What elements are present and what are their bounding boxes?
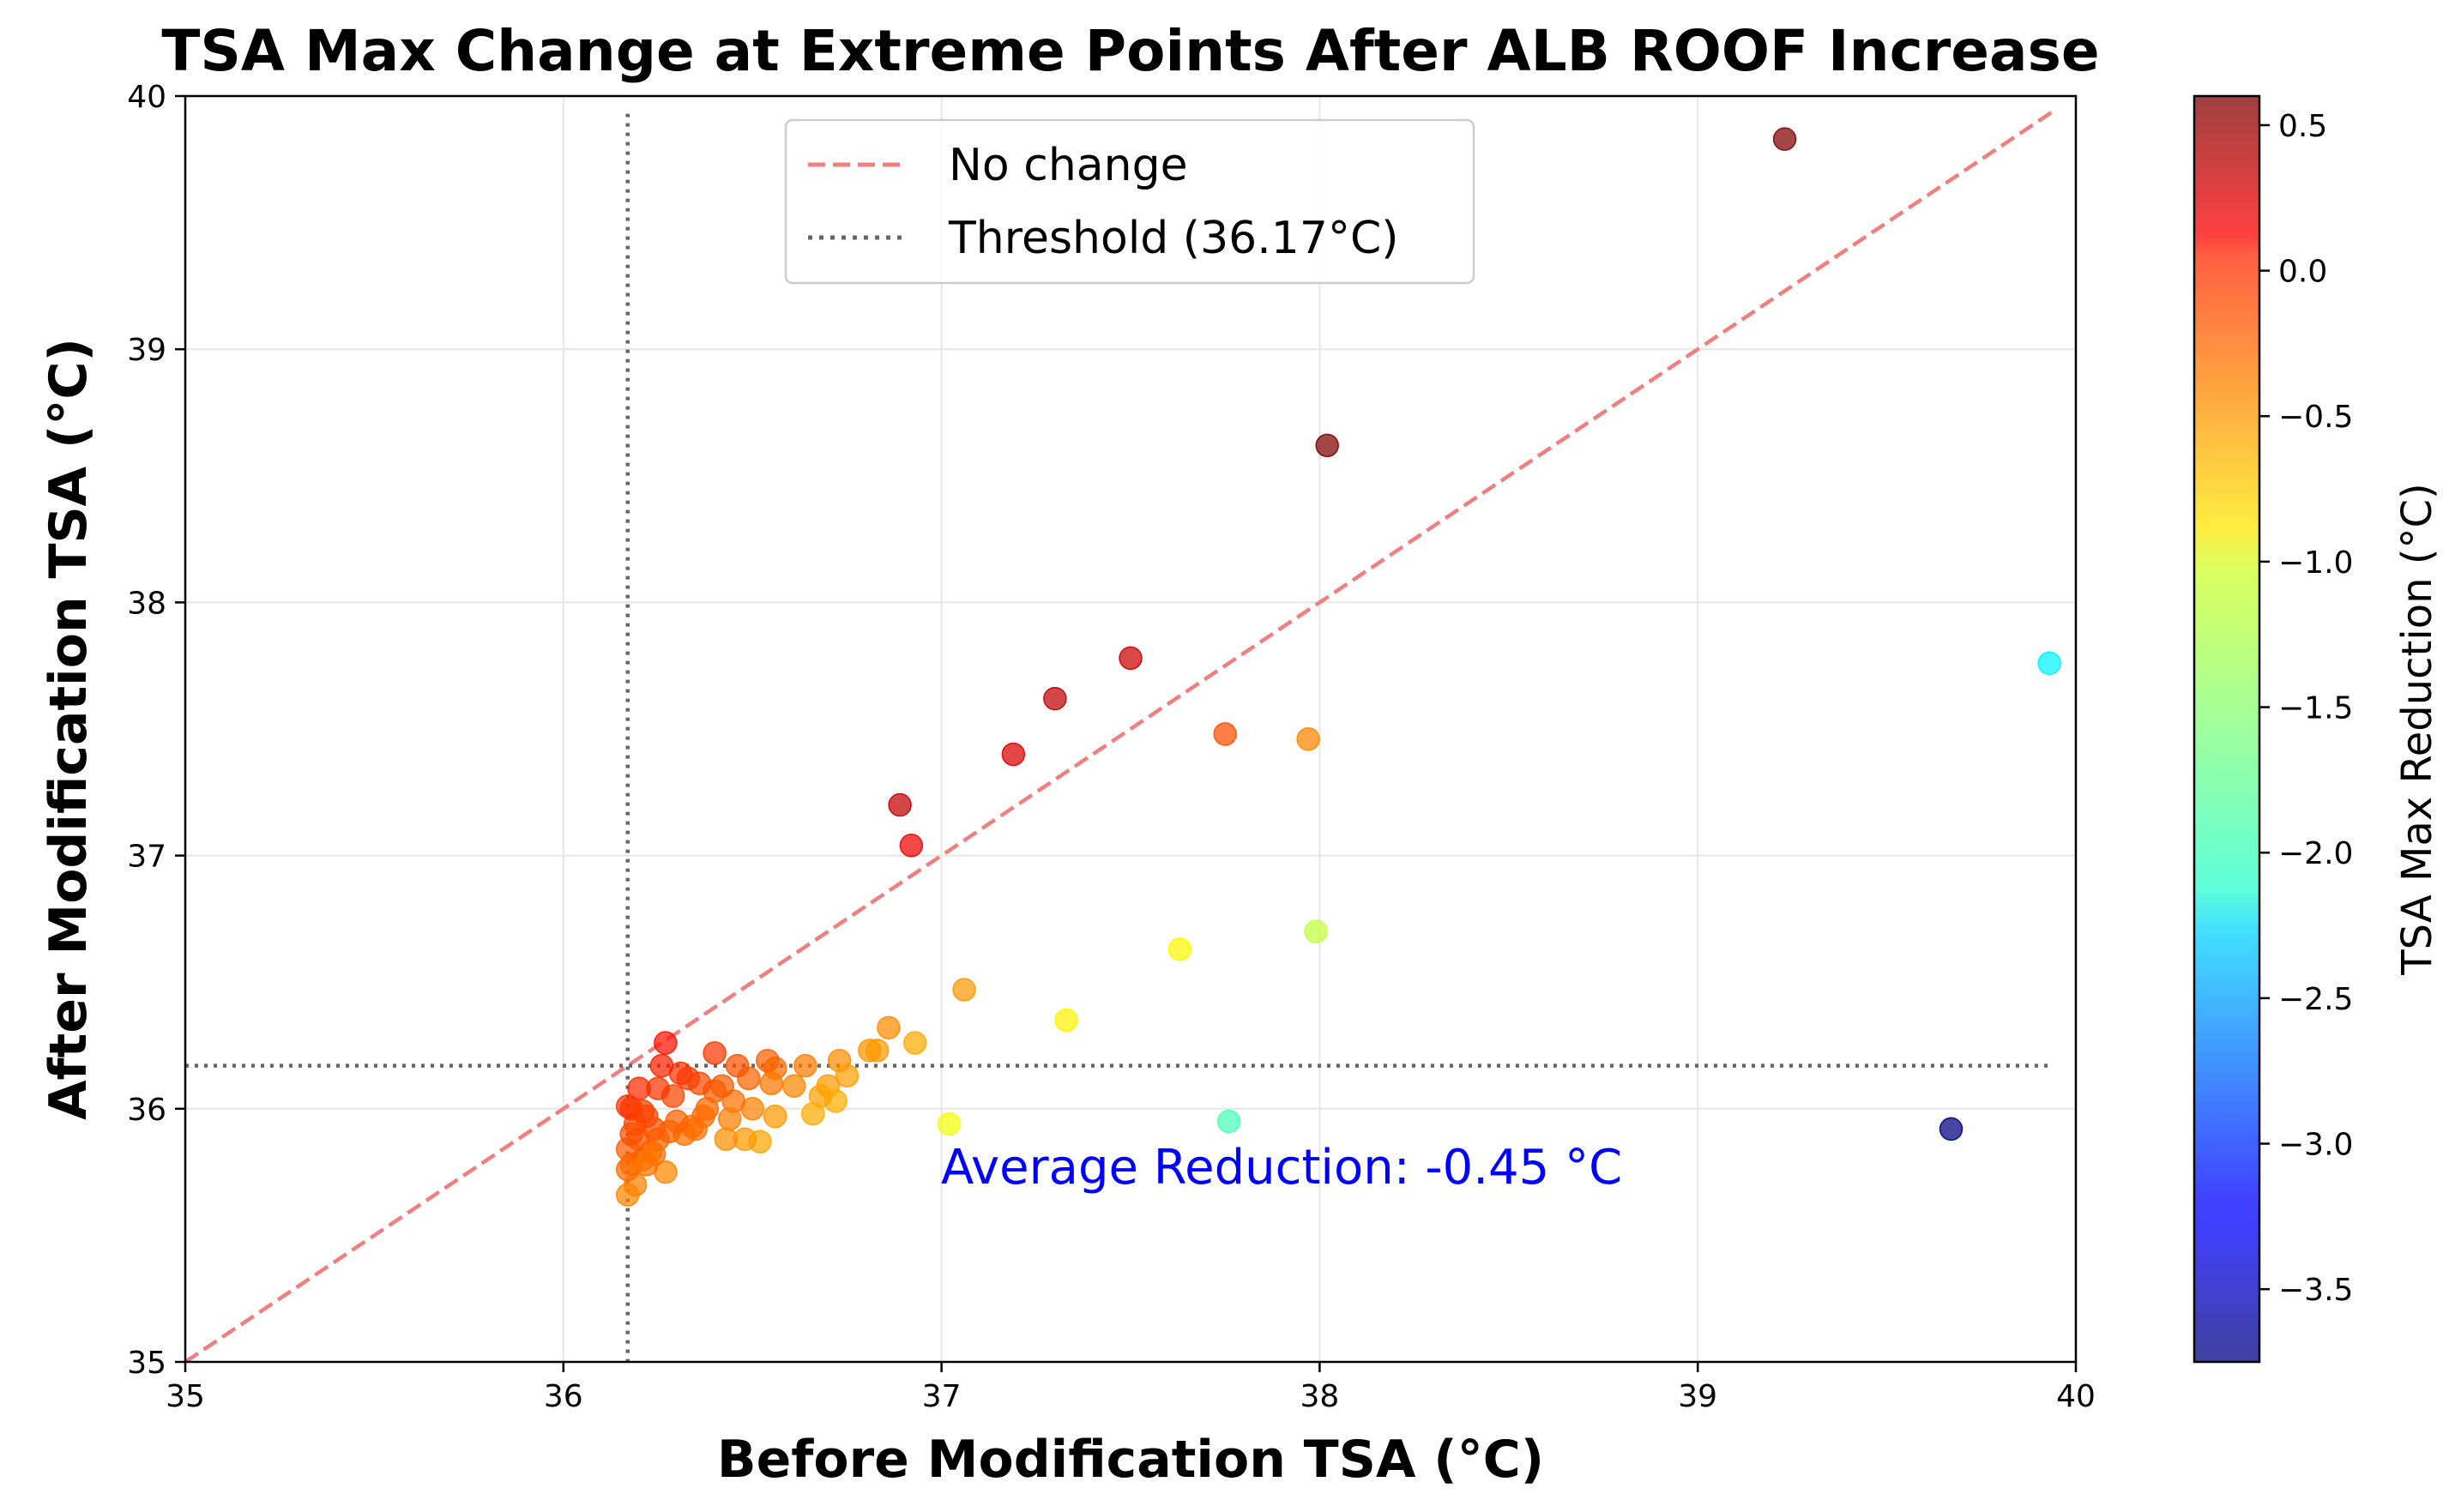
y-tick-label: 38 — [127, 586, 166, 621]
data-point — [835, 1063, 860, 1088]
legend-box — [784, 118, 1475, 285]
data-point — [1043, 686, 1067, 711]
data-point — [781, 1074, 806, 1098]
colorbar-tick-label: −1.5 — [2278, 691, 2353, 726]
data-point — [1167, 937, 1192, 961]
colorbar-tick-label: −2.5 — [2278, 982, 2353, 1017]
data-point — [714, 1127, 739, 1151]
data-point — [2037, 651, 2061, 675]
data-point — [937, 1111, 962, 1136]
data-point — [627, 1076, 651, 1100]
legend: No change Threshold (36.17°C) — [784, 118, 1475, 285]
x-axis-label: Before Modification TSA (°C) — [717, 1430, 1544, 1490]
data-point — [756, 1048, 780, 1073]
legend-threshold-label: Threshold (36.17°C) — [948, 213, 1399, 264]
data-point — [1315, 433, 1339, 458]
y-tick-label: 35 — [127, 1346, 166, 1381]
colorbar-frame — [2193, 94, 2261, 1364]
data-point — [1216, 1109, 1241, 1134]
data-point — [1001, 742, 1026, 767]
legend-no-change-label: No change — [949, 140, 1188, 191]
data-point — [1296, 727, 1320, 751]
data-point — [793, 1053, 817, 1078]
y-tick-label: 40 — [127, 80, 166, 115]
x-tick-label: 35 — [166, 1379, 205, 1414]
data-point — [725, 1053, 750, 1078]
colorbar-ticks: 0.5 0.0 −0.5 −1.0 −1.5 −2.0 −2.5 −3.0 −3.5 — [2259, 109, 2353, 1308]
average-reduction-annotation: Average Reduction: -0.45 °C — [941, 1140, 1622, 1196]
data-point — [619, 1122, 643, 1147]
data-point — [718, 1106, 742, 1131]
x-axis-ticks: 35 36 37 38 39 40 — [166, 1362, 2096, 1414]
data-point — [703, 1041, 727, 1065]
chart-title: TSA Max Change at Extreme Points After A… — [161, 18, 2099, 84]
x-tick-label: 39 — [1678, 1379, 1717, 1414]
data-point — [1304, 919, 1328, 943]
colorbar-tick-label: −3.0 — [2278, 1128, 2353, 1163]
data-point — [654, 1031, 678, 1055]
y-axis-label: After Modification TSA (°C) — [39, 338, 99, 1120]
data-point — [630, 1099, 655, 1123]
x-tick-label: 36 — [544, 1379, 583, 1414]
grid-lines — [184, 95, 2077, 1363]
y-tick-label: 37 — [127, 840, 166, 875]
colorbar-tick-label: −2.0 — [2278, 836, 2353, 871]
data-points — [615, 127, 2061, 1207]
data-point — [759, 1071, 783, 1096]
data-point — [877, 1015, 901, 1040]
colorbar-tick-label: −1.0 — [2278, 545, 2353, 581]
data-point — [888, 792, 912, 817]
x-tick-label: 40 — [2056, 1379, 2096, 1414]
data-point — [1939, 1117, 1963, 1142]
data-point — [615, 1183, 640, 1207]
x-tick-label: 37 — [922, 1379, 962, 1414]
data-point — [1054, 1008, 1078, 1033]
data-point — [800, 1101, 825, 1126]
data-point — [649, 1053, 674, 1078]
data-point — [642, 1142, 667, 1166]
colorbar-tick-label: 0.5 — [2278, 109, 2327, 144]
y-axis-ticks: 35 36 37 38 39 40 — [127, 80, 185, 1381]
data-point — [1119, 646, 1143, 671]
data-point — [952, 978, 976, 1002]
x-tick-label: 38 — [1300, 1379, 1339, 1414]
no-change-line — [185, 109, 2054, 1362]
colorbar-tick-label: 0.0 — [2278, 255, 2327, 290]
colorbar-tick-label: −3.5 — [2278, 1273, 2353, 1308]
colorbar-tick-label: −0.5 — [2278, 400, 2353, 435]
colorbar-label: TSA Max Reduction (°C) — [2393, 483, 2441, 975]
data-point — [1213, 722, 1237, 746]
data-point — [899, 834, 924, 858]
colorbar-gradient — [2194, 96, 2259, 1362]
data-point — [902, 1031, 927, 1055]
y-tick-label: 39 — [127, 333, 166, 368]
data-point — [763, 1104, 787, 1129]
colorbar: 0.5 0.0 −0.5 −1.0 −1.5 −2.0 −2.5 −3.0 −3.5 TSA M… — [2193, 94, 2441, 1364]
data-point — [1772, 127, 1797, 151]
y-tick-label: 36 — [127, 1093, 166, 1128]
plot-frame — [184, 94, 2078, 1364]
data-point — [865, 1039, 890, 1063]
